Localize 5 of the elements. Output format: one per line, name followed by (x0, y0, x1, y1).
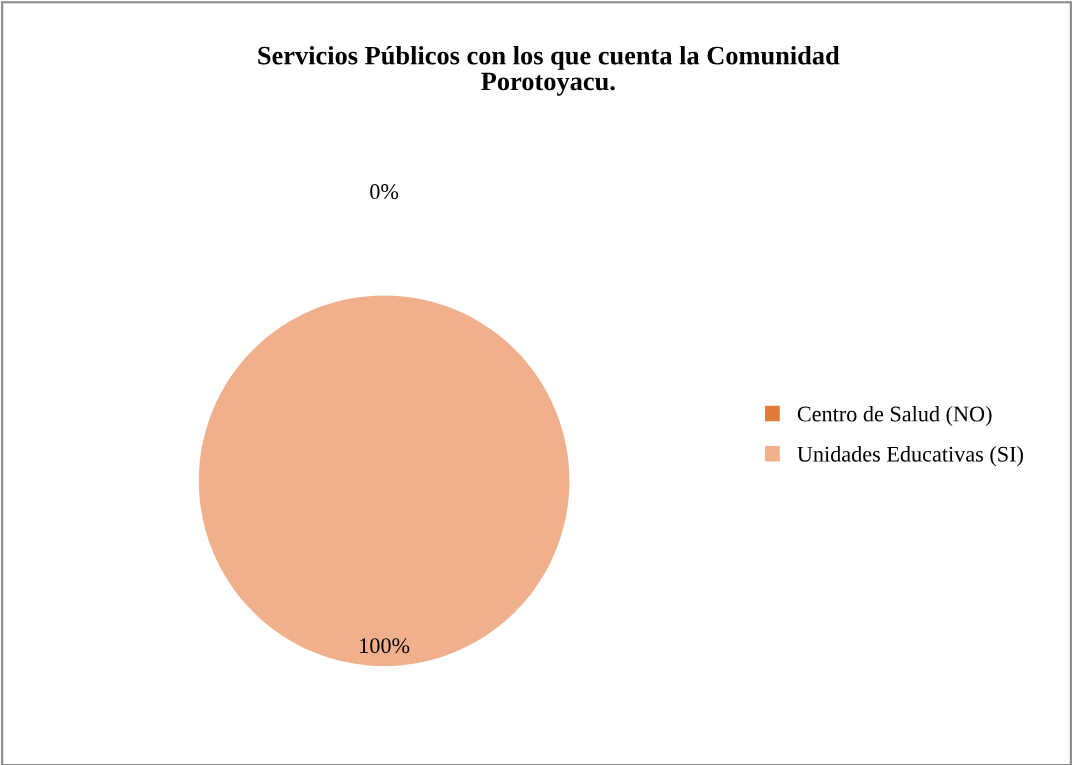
text: 0% (370, 184, 399, 200)
chart-title: Servicios Públicos con los que cuenta la Comunidad Porotoyacu. (258, 45, 840, 96)
legend-label: Centro de Salud (NO) (797, 405, 992, 427)
legend-label: Unidades Educativas (SI) (797, 446, 1023, 467)
data-label: 100% (360, 638, 410, 654)
